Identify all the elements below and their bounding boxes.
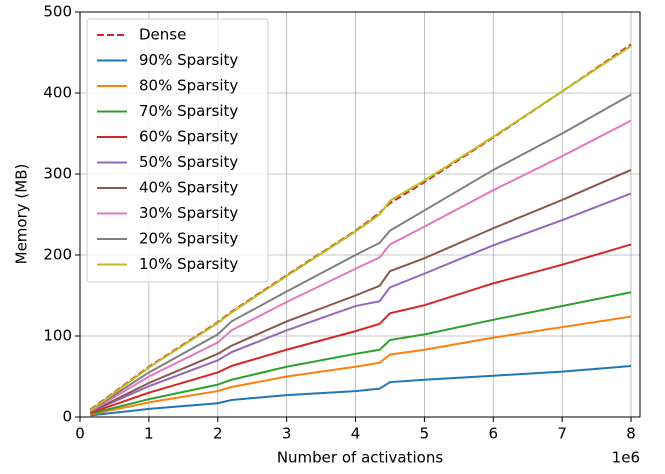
- data-line: [89, 93, 632, 412]
- y-tick-label: 500: [43, 3, 72, 21]
- legend-box: [86, 18, 269, 283]
- legend: Dense 90% Sparsity 80% Sparsity 70% Sparsit…: [86, 18, 269, 283]
- legend-label: 30% Sparsity: [139, 204, 238, 222]
- x-tick-label: 5: [420, 425, 430, 443]
- y-tick-label: 200: [43, 246, 72, 264]
- x-tick-label: 1: [144, 425, 154, 443]
- legend-label: 40% Sparsity: [139, 179, 238, 197]
- y-axis-label: Memory (MB): [13, 164, 31, 265]
- x-tick-label: 3: [282, 425, 292, 443]
- legend-label: 90% Sparsity: [139, 51, 238, 69]
- legend-label: 20% Sparsity: [139, 230, 238, 248]
- data-line: [90, 291, 632, 415]
- data-line: [90, 243, 632, 414]
- plot-frame: [79, 11, 641, 418]
- x-tick-label: 0: [75, 425, 85, 443]
- legend-label: 80% Sparsity: [139, 77, 238, 95]
- data-line: [89, 119, 632, 413]
- legend-label: 50% Sparsity: [139, 153, 238, 171]
- data-line: [89, 45, 632, 412]
- x-tick-label: 4: [351, 425, 361, 443]
- data-line: [89, 169, 632, 414]
- legend-label: 60% Sparsity: [139, 128, 238, 146]
- x-tick-label: 7: [557, 425, 567, 443]
- data-line: [89, 192, 632, 414]
- x-tick-label: 6: [489, 425, 499, 443]
- legend-label: Dense: [139, 26, 186, 44]
- legend-label: 10% Sparsity: [139, 255, 238, 273]
- y-tick-label: 0: [62, 408, 72, 426]
- data-line: [90, 315, 632, 416]
- x-tick-label: 2: [213, 425, 223, 443]
- x-tick-label: 8: [626, 425, 636, 443]
- y-tick-label: 100: [43, 327, 72, 345]
- x-offset-label: 1e6: [612, 449, 640, 467]
- legend-label: 70% Sparsity: [139, 102, 238, 120]
- data-line: [90, 364, 632, 417]
- y-tick-label: 300: [43, 165, 72, 183]
- x-axis-label: Number of activations: [277, 449, 444, 467]
- y-tick-label: 400: [43, 84, 72, 102]
